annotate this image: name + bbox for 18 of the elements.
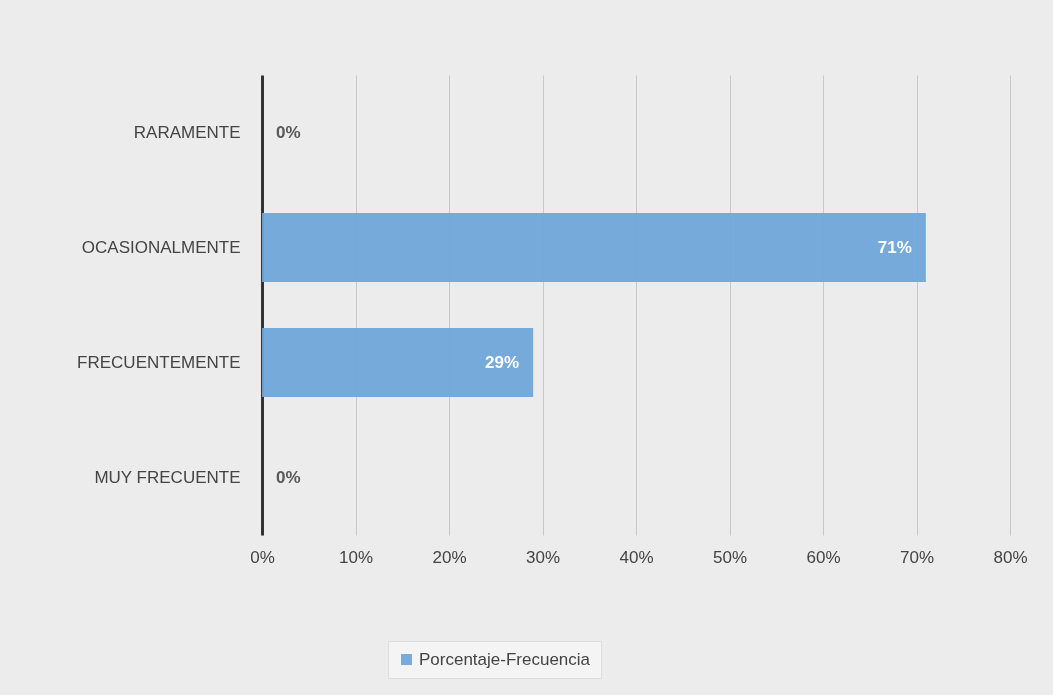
y-tick-label: FRECUENTEMENTE [77, 352, 241, 372]
data-label: 0% [276, 122, 301, 142]
data-label: 29% [485, 352, 520, 372]
data-label: 71% [877, 237, 912, 257]
data-label: 0% [276, 467, 301, 487]
y-tick-label: OCASIONALMENTE [81, 237, 241, 257]
x-tick-label: 30% [525, 547, 561, 567]
x-tick-label: 40% [619, 547, 654, 567]
y-tick-label: RARAMENTE [133, 122, 241, 142]
x-tick-label: 80% [993, 547, 1028, 567]
x-tick-label: 0% [250, 547, 275, 567]
x-tick-label: 60% [806, 547, 841, 567]
x-tick-label: 10% [338, 547, 374, 567]
x-tick-label: 50% [712, 547, 748, 567]
x-tick-label: 20% [432, 547, 467, 567]
legend-label: Porcentaje-Frecuencia [419, 649, 591, 669]
x-tick-label: 70% [899, 547, 935, 567]
y-tick-label: MUY FRECUENTE [94, 467, 241, 487]
